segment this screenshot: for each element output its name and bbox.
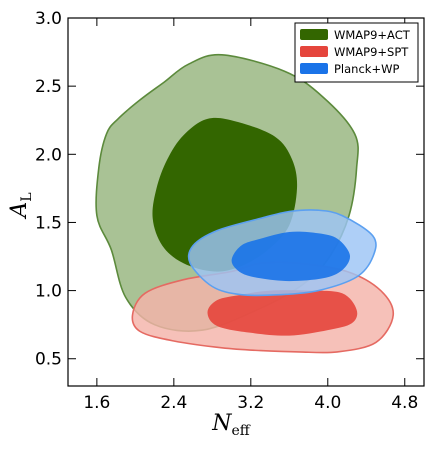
x-tick-label: 2.4	[160, 393, 187, 413]
plot-frame	[67, 17, 425, 387]
x-axis-label-main: N	[211, 411, 232, 436]
series-planck-wp	[187, 209, 377, 297]
legend-swatch-wmap9-spt	[300, 46, 328, 57]
y-tick-label: 0.5	[35, 350, 62, 370]
legend-swatch-wmap9-act	[300, 29, 328, 40]
x-tick-label: 4.8	[391, 393, 418, 413]
y-tick-label: 2.5	[35, 77, 62, 97]
y-axis-label-main: A	[7, 202, 32, 220]
y-tick-label: 2.0	[35, 145, 62, 165]
x-tick-label: 3.2	[237, 393, 264, 413]
legend: WMAP9+ACT WMAP9+SPT Planck+WP	[294, 22, 419, 83]
y-tick-label: 1.0	[35, 282, 62, 302]
ticks-layer: 1.6 2.4 3.2 4.0 4.8 0.5 1.0 1.5 2.0 2.5 3.0	[35, 9, 424, 413]
y-axis-label-sub: L	[19, 192, 35, 201]
x-axis-label: Neff	[211, 411, 251, 439]
x-tick-label: 4.0	[314, 393, 341, 413]
x-tick-label: 1.6	[83, 393, 110, 413]
legend-items: WMAP9+ACT WMAP9+SPT Planck+WP	[300, 28, 411, 76]
y-axis-label: AL	[7, 192, 35, 219]
planck-wp-contour-68	[231, 231, 351, 282]
y-tick-label: 1.5	[35, 213, 62, 233]
legend-label-planck-wp: Planck+WP	[334, 62, 399, 76]
y-tick-label: 3.0	[35, 9, 62, 29]
legend-label-wmap9-act: WMAP9+ACT	[334, 28, 411, 42]
contours-layer	[95, 53, 395, 354]
legend-label-wmap9-spt: WMAP9+SPT	[334, 45, 409, 59]
wmap9-spt-contour-68	[207, 290, 358, 336]
x-axis-label-sub: eff	[232, 423, 251, 439]
legend-swatch-planck-wp	[300, 63, 328, 74]
